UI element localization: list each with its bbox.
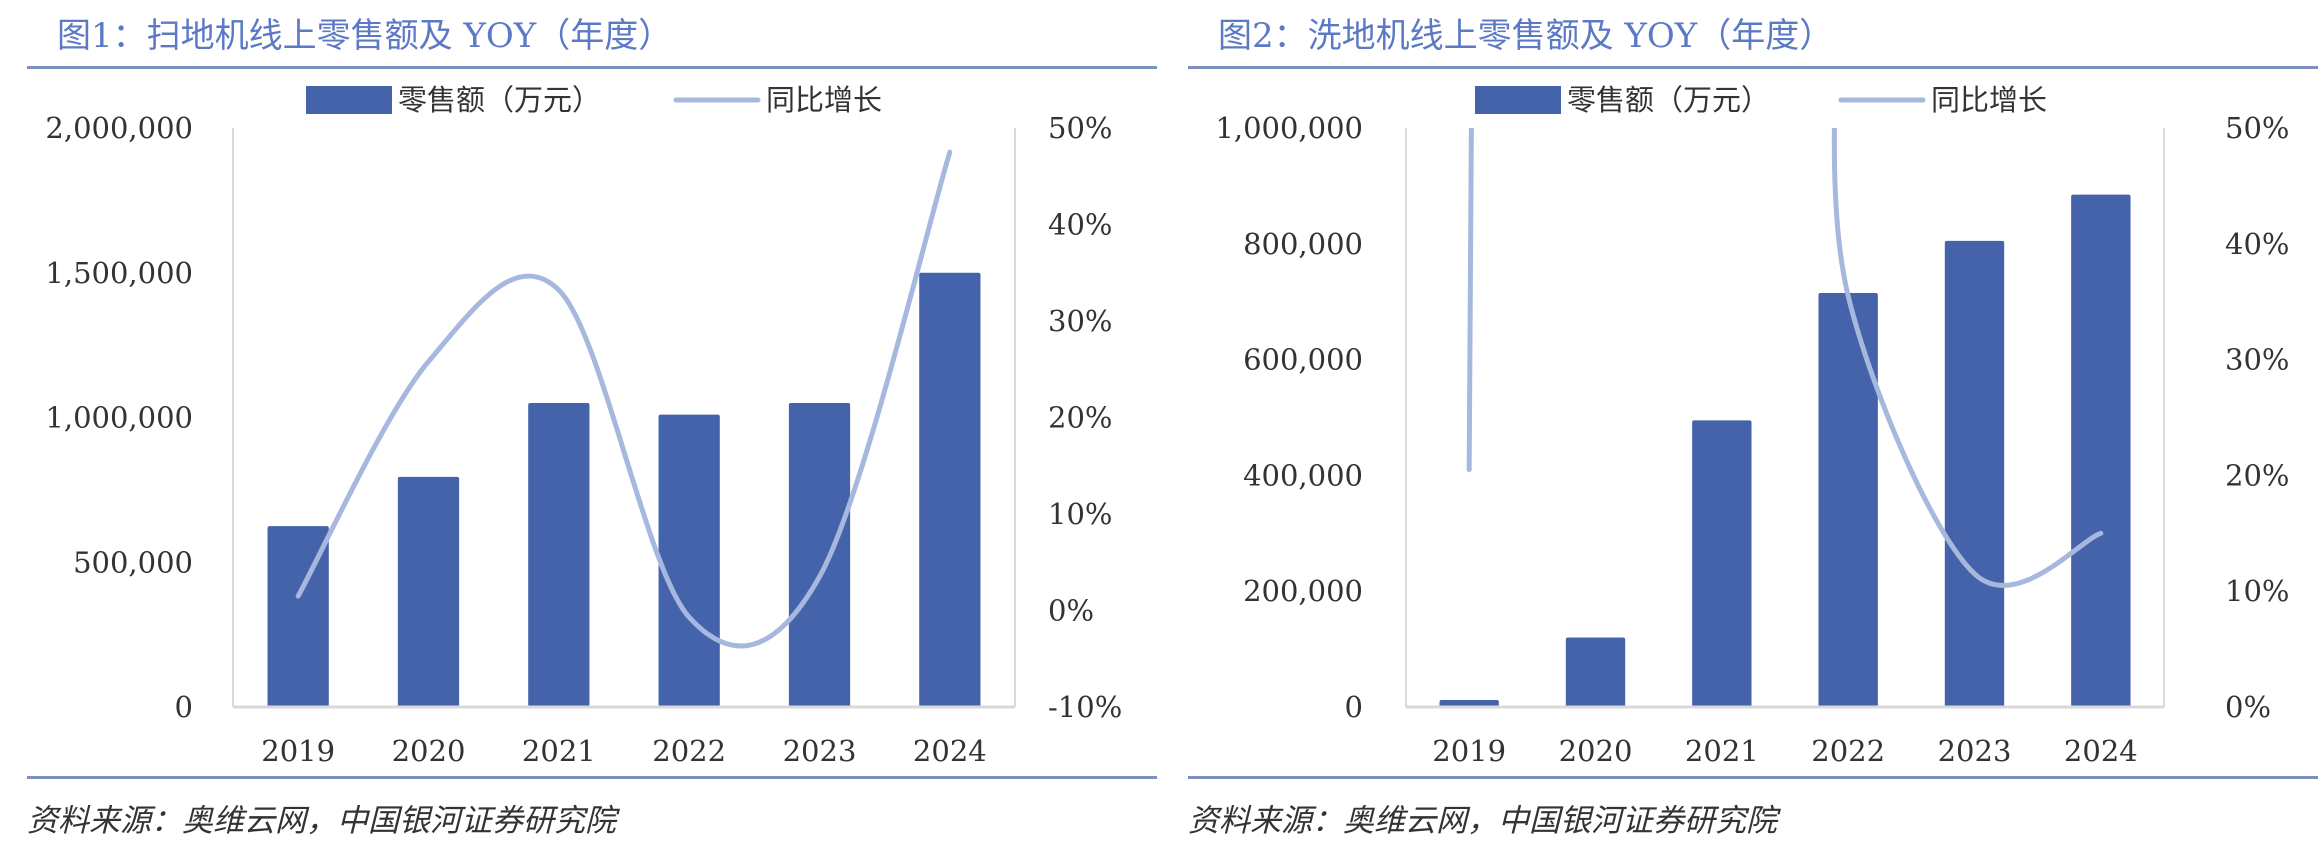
chart-title: 图1：扫地机线上零售额及 YOY（年度） bbox=[57, 16, 673, 56]
chart-panel-2: 图2：洗地机线上零售额及 YOY（年度） 0 200,000 400,000 600,… bbox=[1161, 0, 2322, 848]
right-tick-label: 30% bbox=[1048, 304, 1112, 338]
left-tick-label: 600,000 bbox=[1243, 343, 1363, 377]
right-tick-label: -10% bbox=[1048, 690, 1122, 724]
category-label: 2024 bbox=[913, 734, 987, 768]
bar-2023 bbox=[1944, 240, 2005, 707]
right-tick-label: 0% bbox=[1048, 594, 1094, 628]
category-label: 2023 bbox=[1938, 734, 2012, 768]
bar-2021 bbox=[528, 403, 590, 707]
legend: 零售额（万元） 同比增长 bbox=[1475, 83, 2047, 117]
yoy-line bbox=[295, 149, 953, 649]
chart-title: 图2：洗地机线上零售额及 YOY（年度） bbox=[1218, 16, 1834, 56]
bar-2022 bbox=[658, 414, 720, 707]
legend-bar-label: 零售额（万元） bbox=[1567, 83, 1770, 117]
bar-2024 bbox=[919, 272, 981, 707]
yoy-line-segment bbox=[1466, 128, 1474, 473]
right-tick-label: 50% bbox=[2225, 111, 2289, 145]
right-tick-label: 30% bbox=[2225, 343, 2289, 377]
category-label: 2021 bbox=[522, 734, 596, 768]
title-divider bbox=[27, 66, 1157, 69]
right-tick-label: 40% bbox=[1048, 208, 1112, 242]
left-tick-label: 1,500,000 bbox=[45, 256, 193, 290]
right-tick-label: 40% bbox=[2225, 227, 2289, 261]
category-label: 2022 bbox=[652, 734, 726, 768]
category-label: 2024 bbox=[2064, 734, 2138, 768]
right-tick-label: 50% bbox=[1048, 111, 1112, 145]
right-tick-label: 0% bbox=[2225, 690, 2271, 724]
left-tick-label: 2,000,000 bbox=[45, 111, 193, 145]
category-label: 2020 bbox=[392, 734, 466, 768]
left-tick-label: 200,000 bbox=[1243, 574, 1363, 608]
chart-panel-1: 图1：扫地机线上零售额及 YOY（年度） 0 500,000 1,000,000 1,… bbox=[27, 16, 1157, 839]
left-tick-label: 0 bbox=[175, 690, 193, 724]
source-divider bbox=[1188, 776, 2318, 779]
right-tick-label: 20% bbox=[1048, 401, 1112, 435]
yoy-line-segment bbox=[1831, 128, 2104, 588]
source-note: 资料来源：奥维云网，中国银河证券研究院 bbox=[1188, 803, 1777, 839]
legend: 零售额（万元） 同比增长 bbox=[306, 83, 882, 117]
legend-bar-swatch bbox=[306, 86, 392, 114]
category-label: 2021 bbox=[1685, 734, 1759, 768]
category-label: 2019 bbox=[261, 734, 335, 768]
left-tick-label: 500,000 bbox=[73, 545, 193, 579]
legend-bar-label: 零售额（万元） bbox=[398, 83, 601, 117]
bar-2020 bbox=[1565, 637, 1626, 707]
bar-2020 bbox=[397, 476, 460, 707]
left-tick-label: 400,000 bbox=[1243, 458, 1363, 492]
source-note: 资料来源：奥维云网，中国银河证券研究院 bbox=[27, 803, 616, 839]
bar-2022 bbox=[1818, 293, 1878, 707]
yoy-line bbox=[1466, 128, 2104, 588]
legend-bar-swatch bbox=[1475, 86, 1561, 114]
yoy-line-segment bbox=[295, 149, 953, 649]
bar-2023 bbox=[788, 403, 851, 707]
bar-2024 bbox=[2071, 194, 2131, 708]
right-tick-label: 10% bbox=[2225, 574, 2289, 608]
left-tick-label: 800,000 bbox=[1243, 227, 1363, 261]
source-divider bbox=[27, 776, 1157, 779]
left-tick-label: 1,000,000 bbox=[45, 401, 193, 435]
left-tick-label: 1,000,000 bbox=[1215, 111, 1363, 145]
combo-chart-2: 0 200,000 400,000 600,000 800,000 1,000,000 0%… bbox=[1215, 83, 2289, 768]
legend-line-label: 同比增长 bbox=[766, 83, 882, 117]
right-tick-label: 10% bbox=[1048, 497, 1112, 531]
right-tick-label: 20% bbox=[2225, 458, 2289, 492]
left-tick-label: 0 bbox=[1345, 690, 1363, 724]
bar-2021 bbox=[1692, 420, 1752, 707]
title-divider bbox=[1188, 66, 2318, 69]
category-label: 2019 bbox=[1432, 734, 1506, 768]
category-label: 2020 bbox=[1559, 734, 1633, 768]
category-label: 2022 bbox=[1811, 734, 1885, 768]
legend-line-label: 同比增长 bbox=[1931, 83, 2047, 117]
combo-chart-1: 0 500,000 1,000,000 1,500,000 2,000,000 -10% 0… bbox=[45, 83, 1122, 768]
bar-2019 bbox=[1439, 700, 1499, 707]
category-label: 2023 bbox=[783, 734, 857, 768]
